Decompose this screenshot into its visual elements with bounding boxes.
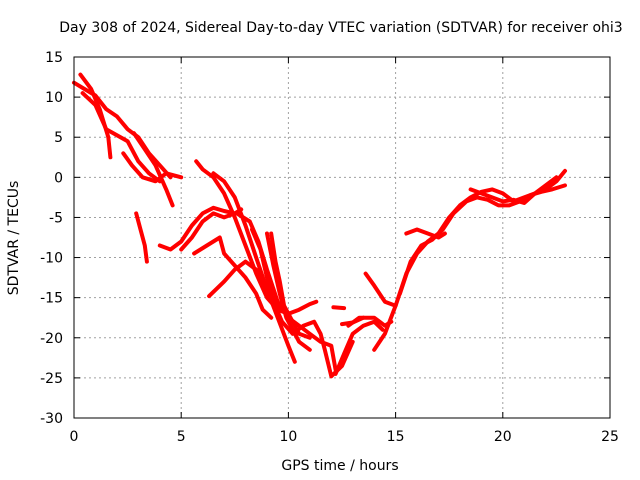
series-track-6 xyxy=(134,211,149,264)
y-tick-label-4: -10 xyxy=(40,251,63,267)
series-track-12 xyxy=(211,171,297,364)
grid xyxy=(74,57,610,418)
chart-title: Day 308 of 2024, Sidereal Day-to-day VTE… xyxy=(59,20,622,36)
series-track-5 xyxy=(132,131,175,208)
y-tick-label-3: -15 xyxy=(40,291,63,307)
series-track-1 xyxy=(72,80,173,180)
y-tick-label-7: 5 xyxy=(54,130,63,146)
series-track-17 xyxy=(333,319,385,376)
axis-ticks: 0 5 10 15 20 25 -30 -25 -20 -15 -10 -5 0 5 10 15 xyxy=(40,50,619,445)
y-tick-label-5: -5 xyxy=(49,210,63,226)
series-track-13 xyxy=(234,211,338,372)
series-track-3 xyxy=(80,91,162,184)
x-tick-label-0: 0 xyxy=(70,429,79,445)
series-track-14 xyxy=(250,227,355,379)
series-track-9 xyxy=(192,235,274,320)
x-tick-label-5: 25 xyxy=(601,429,619,445)
series-track-2 xyxy=(78,72,113,160)
y-tick-label-6: 0 xyxy=(54,170,63,186)
x-tick-label-2: 10 xyxy=(279,429,297,445)
x-tick-label-1: 5 xyxy=(177,429,186,445)
series-track-25 xyxy=(468,175,559,205)
y-tick-label-1: -25 xyxy=(40,371,63,387)
series-track-22 xyxy=(372,168,567,352)
series-track-21 xyxy=(363,271,398,308)
series-track-24 xyxy=(404,227,447,240)
y-tick-label-0: -30 xyxy=(40,411,63,427)
y-tick-label-8: 10 xyxy=(45,90,63,106)
series-track-11 xyxy=(194,159,319,316)
series-track-4 xyxy=(121,151,184,184)
x-axis-label: GPS time / hours xyxy=(281,458,398,474)
y-tick-label-2: -20 xyxy=(40,331,63,347)
y-axis-label: SDTVAR / TECUs xyxy=(6,181,22,296)
series-track-15 xyxy=(269,231,312,340)
series-track-8 xyxy=(179,211,237,252)
x-tick-label-4: 20 xyxy=(494,429,512,445)
x-tick-label-3: 15 xyxy=(387,429,405,445)
series-track-23 xyxy=(397,183,567,296)
series-track-16 xyxy=(265,231,312,352)
y-tick-label-9: 15 xyxy=(45,50,63,66)
series-track-18 xyxy=(331,305,347,311)
plot-frame xyxy=(73,56,611,419)
data-series xyxy=(72,72,567,379)
